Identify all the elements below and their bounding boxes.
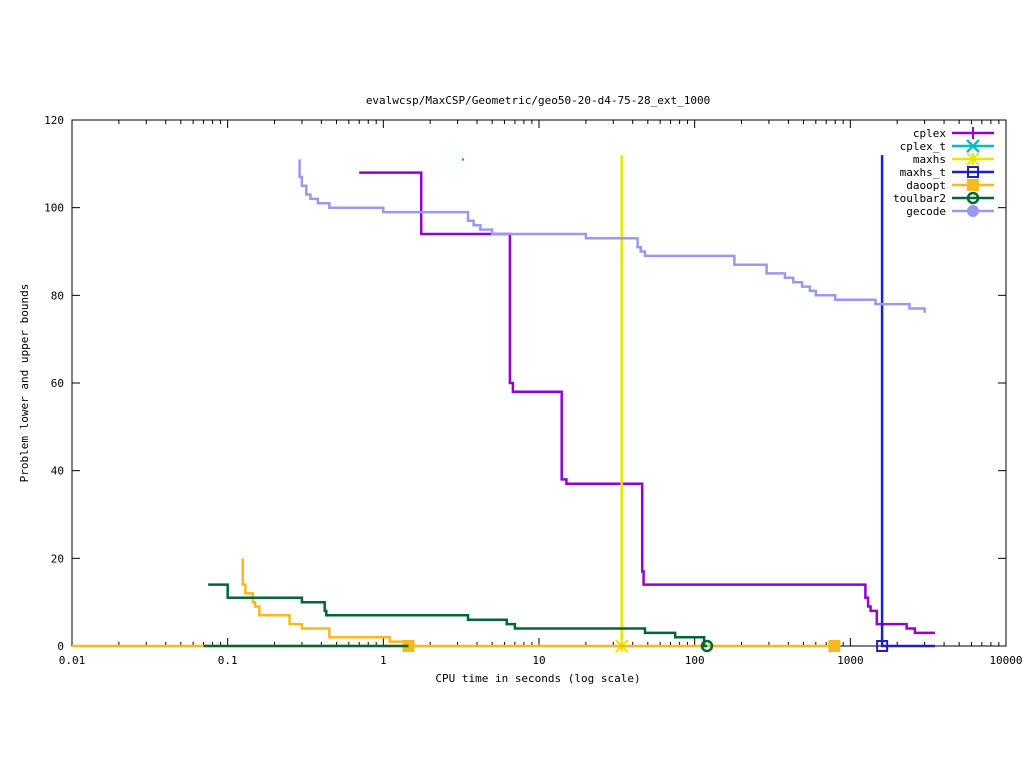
y-tick-label: 100	[44, 202, 64, 215]
x-axis: 0.01 0.1 1 10 100 1000 10000	[59, 120, 1023, 667]
series-toulbar2	[208, 583, 714, 653]
legend-marker-maxhs	[966, 152, 980, 166]
series-line-toulbar2	[208, 583, 707, 648]
legend-marker-gecode	[967, 205, 979, 217]
plot-border	[71, 119, 1007, 647]
series-maxhs	[615, 155, 629, 653]
x-tick-label: 1000	[837, 654, 864, 667]
y-tick-label: 40	[51, 465, 64, 478]
legend-label-daoopt: daoopt	[906, 179, 946, 192]
series-marker-maxhs_t	[876, 640, 889, 652]
legend-label-maxhs: maxhs	[913, 153, 946, 166]
chart-title: evalwcsp/MaxCSP/Geometric/geo50-20-d4-75…	[366, 94, 710, 107]
series-line-maxhs_t	[880, 155, 935, 648]
y-axis-label: Problem lower and upper bounds	[18, 284, 31, 483]
legend-label-toulbar2: toulbar2	[893, 192, 946, 205]
legend-marker-daoopt	[967, 179, 979, 191]
y-tick-label: 60	[51, 377, 64, 390]
legend-label-cplex_t: cplex_t	[900, 140, 946, 153]
legend-marker-maxhs_t	[967, 166, 979, 178]
plot-frame	[71, 119, 1007, 647]
series-daoopt	[241, 558, 410, 646]
legend-label-maxhs_t: maxhs_t	[900, 166, 946, 179]
series-maxhs_t	[876, 155, 935, 652]
y-tick-label: 120	[44, 114, 64, 127]
x-tick-label: 10000	[989, 654, 1022, 667]
series-line-cplex	[359, 171, 935, 635]
y-axis: 0 20 40 60 80 100 120	[44, 114, 1006, 653]
x-tick-label: 10	[532, 654, 545, 667]
legend-marker-cplex_t	[966, 139, 980, 153]
legend-label-cplex: cplex	[913, 127, 946, 140]
series-line-gecode	[298, 159, 926, 313]
y-tick-label: 0	[57, 640, 64, 653]
legend-label-gecode: gecode	[906, 205, 946, 218]
legend-marker-toulbar2	[966, 191, 980, 205]
x-tick-label: 1	[380, 654, 387, 667]
x-tick-label: 0.01	[59, 654, 86, 667]
legend: cplexcplex_tmaxhsmaxhs_tdaoopttoulbar2ge…	[893, 127, 994, 218]
series-layer	[72, 155, 935, 653]
series-marker-toulbar2	[700, 639, 714, 653]
series-marker-daoopt	[828, 640, 841, 652]
x-axis-label: CPU time in seconds (log scale)	[435, 672, 640, 685]
legend-marker-cplex	[967, 127, 979, 139]
x-tick-label: 100	[685, 654, 705, 667]
series-daoopt	[72, 640, 841, 652]
series-cplex	[359, 171, 935, 635]
series-line-daoopt	[241, 558, 410, 646]
y-tick-label: 20	[51, 552, 64, 565]
y-tick-label: 80	[51, 289, 64, 302]
series-gecode	[298, 159, 926, 313]
x-tick-label: 0.1	[218, 654, 238, 667]
